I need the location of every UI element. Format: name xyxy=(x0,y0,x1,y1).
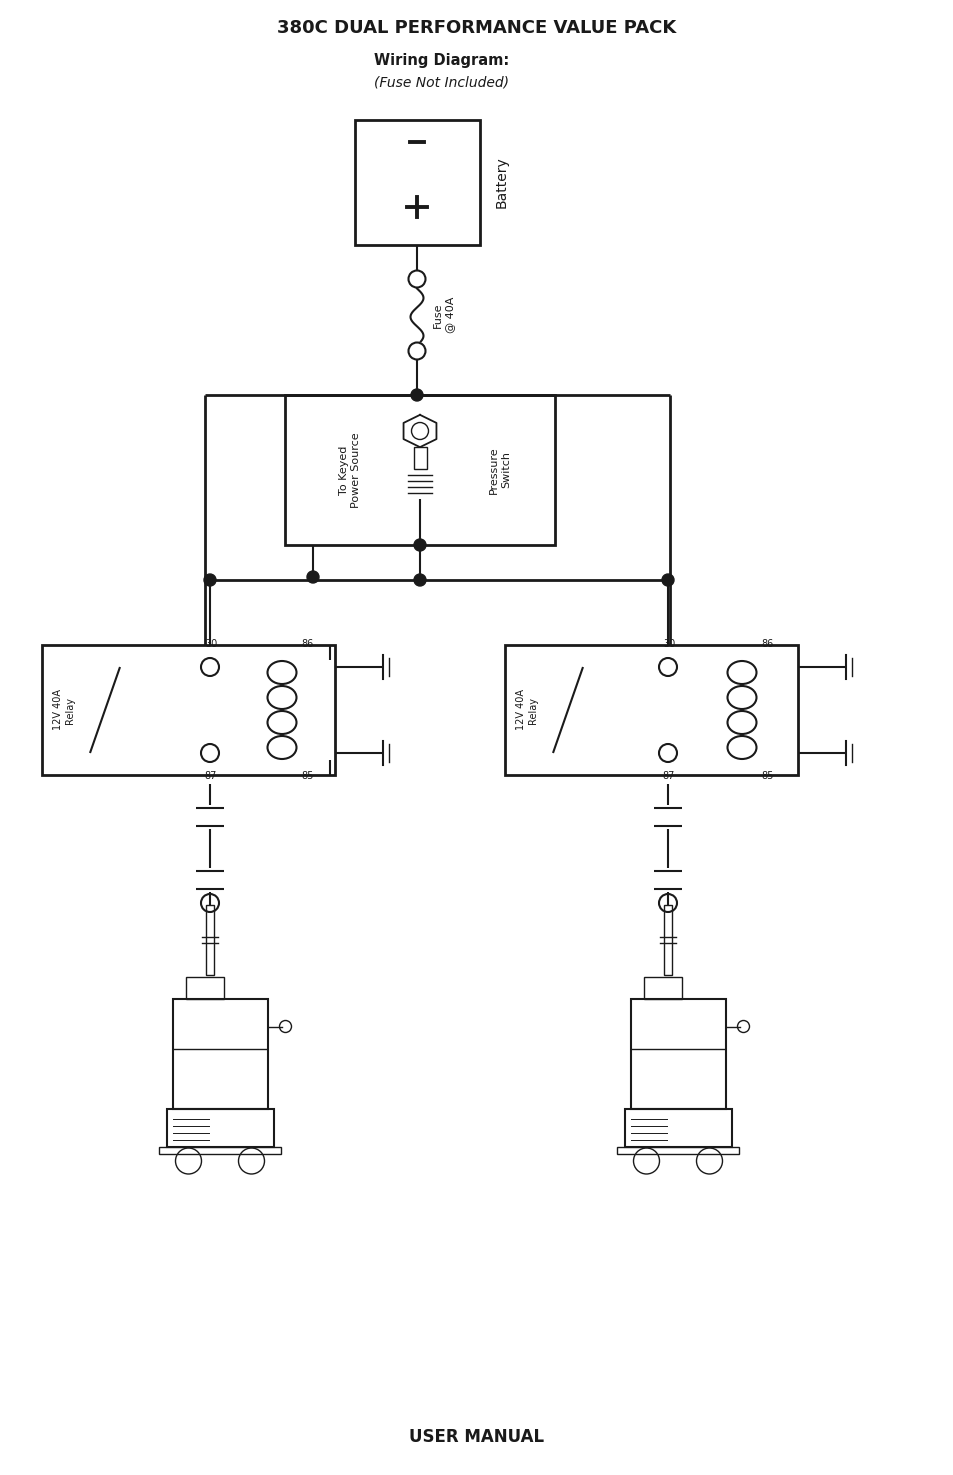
Text: Battery: Battery xyxy=(495,156,509,208)
Circle shape xyxy=(633,1148,659,1174)
Circle shape xyxy=(201,658,219,676)
Circle shape xyxy=(414,574,426,586)
Text: 85: 85 xyxy=(761,771,774,780)
Text: 87: 87 xyxy=(205,771,217,780)
Text: 12V 40A
Relay: 12V 40A Relay xyxy=(516,689,537,730)
Text: USER MANUAL: USER MANUAL xyxy=(409,1428,544,1446)
Text: 30: 30 xyxy=(205,639,217,649)
Text: 380C DUAL PERFORMANCE VALUE PACK: 380C DUAL PERFORMANCE VALUE PACK xyxy=(277,19,676,37)
Circle shape xyxy=(661,574,673,586)
Bar xyxy=(355,119,479,245)
Circle shape xyxy=(737,1021,749,1032)
Circle shape xyxy=(411,422,428,440)
Bar xyxy=(206,906,213,975)
Bar xyxy=(159,1148,281,1153)
Circle shape xyxy=(175,1148,201,1174)
Circle shape xyxy=(411,389,422,401)
Text: 87: 87 xyxy=(662,771,675,780)
Circle shape xyxy=(307,571,318,583)
Circle shape xyxy=(659,894,677,912)
Bar xyxy=(643,976,681,999)
Bar xyxy=(172,999,267,1109)
Circle shape xyxy=(696,1148,721,1174)
Circle shape xyxy=(238,1148,264,1174)
Circle shape xyxy=(201,894,219,912)
Circle shape xyxy=(414,538,426,552)
Text: (Fuse Not Included): (Fuse Not Included) xyxy=(375,75,509,88)
Text: Wiring Diagram:: Wiring Diagram: xyxy=(374,53,509,68)
Text: 30: 30 xyxy=(662,639,675,649)
Circle shape xyxy=(279,1021,292,1032)
Text: Pressure
Switch: Pressure Switch xyxy=(489,445,510,494)
Bar xyxy=(186,976,224,999)
Ellipse shape xyxy=(408,270,425,288)
Text: 12V 40A
Relay: 12V 40A Relay xyxy=(53,689,74,730)
Bar xyxy=(630,999,724,1109)
Circle shape xyxy=(659,658,677,676)
Circle shape xyxy=(659,743,677,763)
Text: Fuse
@ 40A: Fuse @ 40A xyxy=(433,296,455,333)
Bar xyxy=(617,1148,739,1153)
Text: 85: 85 xyxy=(301,771,314,780)
Bar xyxy=(167,1109,274,1148)
Text: 86: 86 xyxy=(301,639,314,649)
Bar xyxy=(504,645,797,774)
Bar xyxy=(285,395,555,544)
Bar xyxy=(624,1109,731,1148)
Circle shape xyxy=(201,743,219,763)
Text: To Keyed
Power Source: To Keyed Power Source xyxy=(339,432,360,507)
Bar xyxy=(42,645,335,774)
Circle shape xyxy=(204,574,215,586)
Bar xyxy=(663,906,671,975)
Text: 86: 86 xyxy=(761,639,773,649)
Ellipse shape xyxy=(408,342,425,360)
Bar xyxy=(413,447,426,469)
